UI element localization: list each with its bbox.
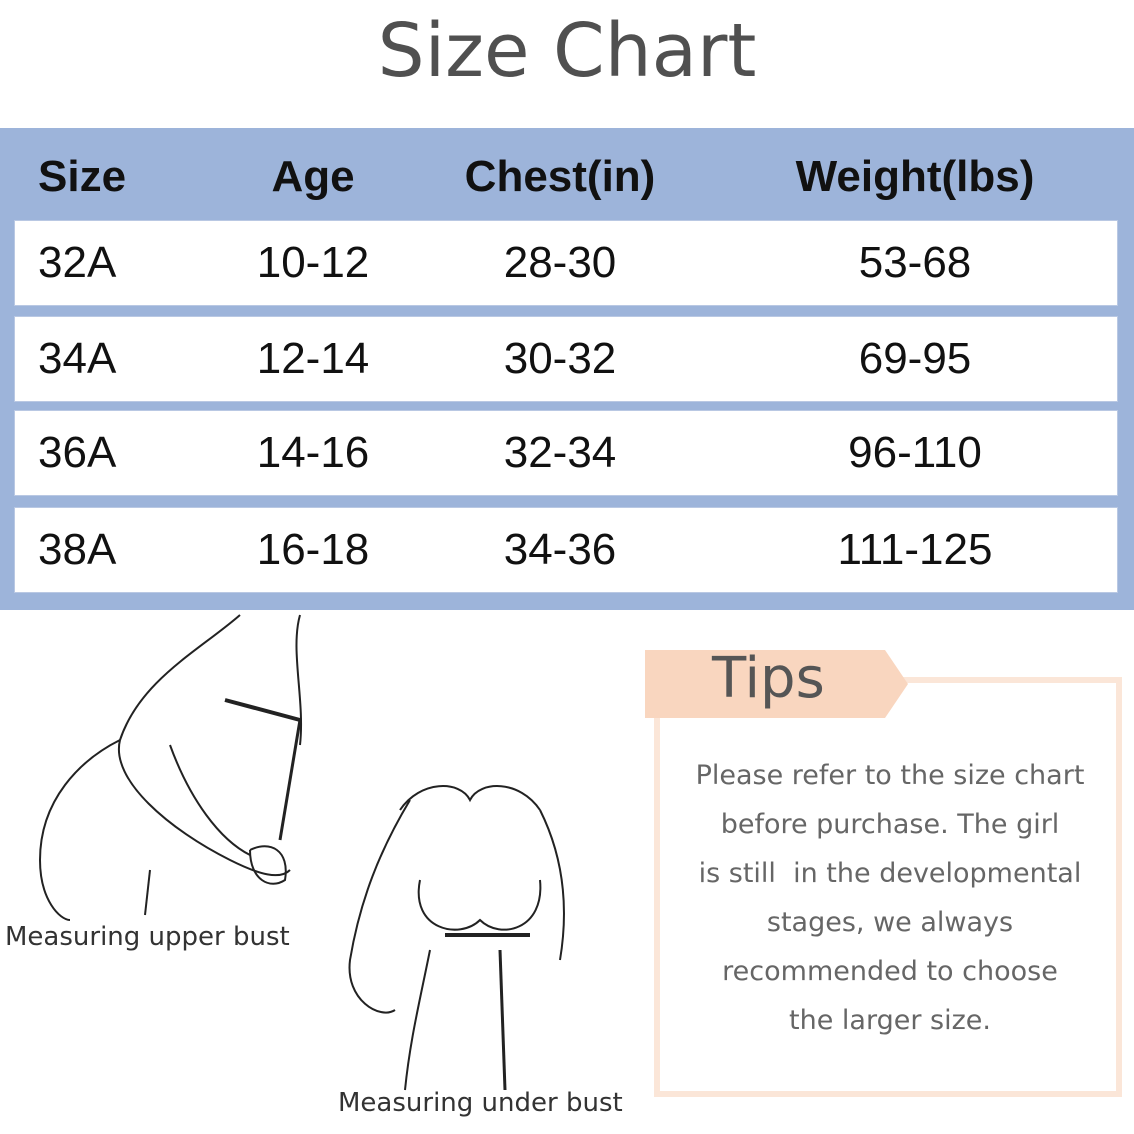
header-cell: Weight(lbs)	[795, 152, 1035, 201]
tips-line: before purchase. The girl	[720, 809, 1060, 840]
caption: Measuring upper bust	[5, 922, 290, 952]
table-row	[14, 410, 1118, 496]
tips-line: stages, we always	[766, 907, 1014, 938]
header-cell: Age	[271, 152, 355, 201]
table-cell: 34A	[38, 334, 117, 383]
table-cell: 96-110	[848, 428, 982, 477]
table-cell: 36A	[38, 428, 117, 477]
table-row	[14, 507, 1118, 593]
tips-line: Please refer to the size chart	[695, 760, 1085, 791]
table-cell: 34-36	[503, 525, 617, 574]
table-cell: 69-95	[858, 334, 972, 383]
table-cell: 32A	[38, 238, 117, 287]
tips-line: is still in the developmental	[698, 858, 1082, 889]
table-row	[14, 316, 1118, 402]
table-cell: 32-34	[503, 428, 617, 477]
tips-line: the larger size.	[789, 1005, 991, 1036]
caption: Measuring under bust	[338, 1088, 623, 1118]
table-cell: 14-16	[256, 428, 370, 477]
title: Size Chart	[377, 8, 757, 94]
tips-title: Tips	[712, 646, 825, 711]
tips-line: recommended to choose	[722, 956, 1058, 987]
table-cell: 53-68	[858, 238, 972, 287]
table-cell: 38A	[38, 525, 117, 574]
table-cell: 12-14	[256, 334, 370, 383]
table-cell: 111-125	[837, 525, 993, 574]
table-cell: 30-32	[503, 334, 617, 383]
header-cell: Chest(in)	[464, 152, 656, 201]
table-cell: 28-30	[503, 238, 617, 287]
table-row	[14, 220, 1118, 306]
table-cell: 10-12	[256, 238, 370, 287]
header-cell: Size	[38, 152, 127, 201]
table-cell: 16-18	[256, 525, 370, 574]
